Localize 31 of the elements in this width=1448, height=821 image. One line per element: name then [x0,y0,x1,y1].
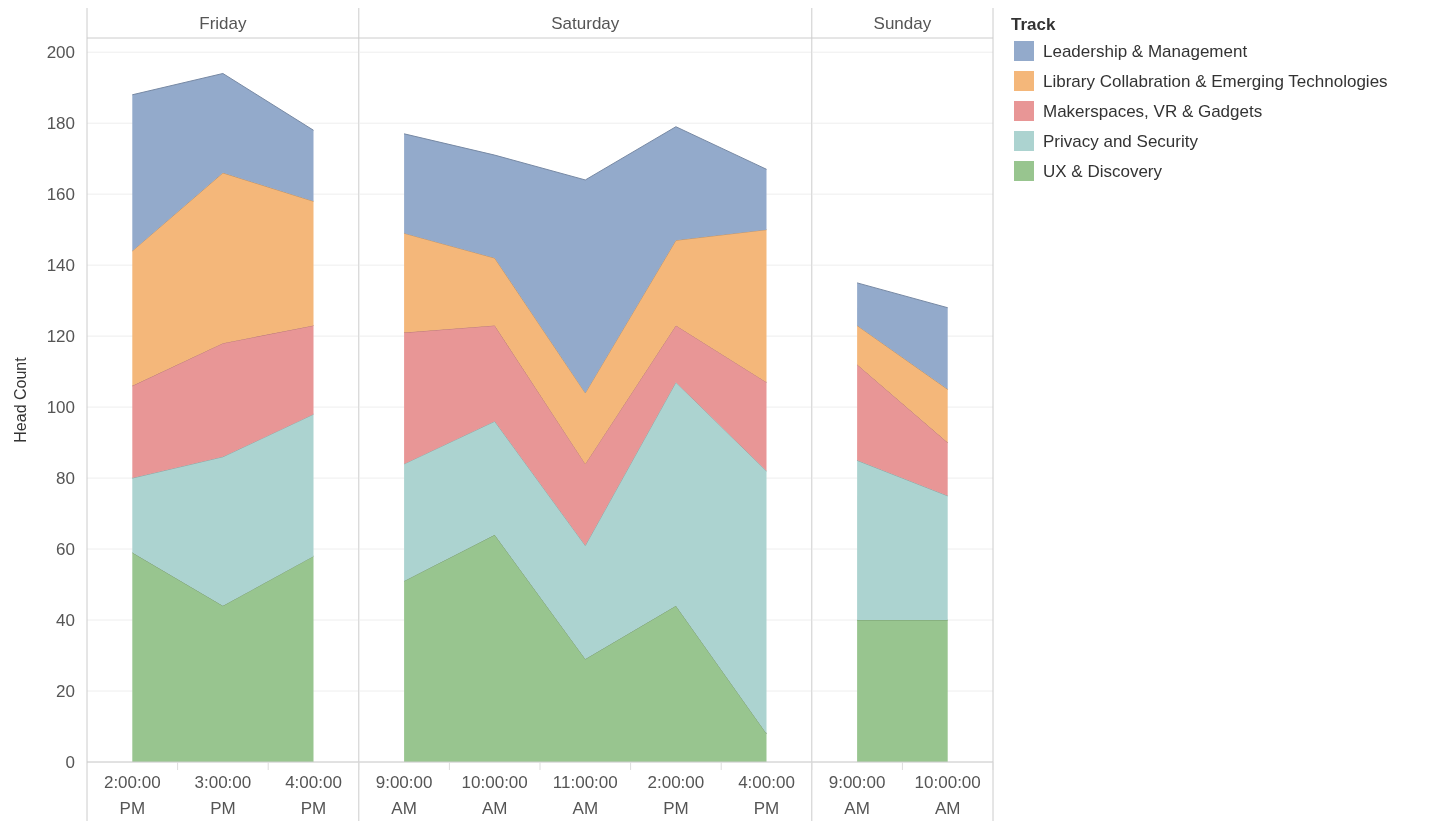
chart-title: Friday [199,14,248,33]
y-tick-label: 60 [56,540,75,560]
chart-title: Sunday [873,14,932,33]
y-tick-label: 120 [46,327,75,347]
y-tick-label: 140 [46,256,75,276]
x-tick-label: 4:00:00 PM [738,773,795,818]
legend-label: Library Collabration & Emerging Technologies [1043,72,1388,91]
y-tick-label: 180 [46,114,75,134]
x-tick-label: 10:00:00 AM [461,773,528,818]
y-tick-label: 20 [56,681,75,701]
legend-label: Makerspaces, VR & Gadgets [1043,102,1263,121]
legend-label: UX & Discovery [1043,162,1163,181]
x-tick-label: 2:00:00 PM [647,773,705,818]
y-tick-label: 0 [65,752,75,772]
y-tick-label: 100 [46,398,75,418]
y-tick-label: 200 [46,43,75,63]
x-tick-label: 3:00:00 PM [194,773,252,818]
legend-title: Track [1011,15,1056,34]
x-tick-label: 9:00:00 AM [375,773,433,818]
x-tick-label: 10:00:00 AM [914,773,981,818]
x-tick-label: 2:00:00 PM [103,773,161,818]
legend-label: Privacy and Security [1043,132,1199,151]
y-tick-label: 80 [56,469,75,489]
legend-label: Leadership & Management [1043,42,1248,61]
y-tick-label: 40 [56,610,75,630]
x-tick-label: 11:00:00 AM [552,773,618,818]
y-tick-label: 160 [46,185,75,205]
x-tick-label: 4:00:00 PM [285,773,342,818]
chart-title: Saturday [551,14,620,33]
y-axis-title: Head Count [12,356,29,443]
x-tick-label: 9:00:00 AM [828,773,886,818]
